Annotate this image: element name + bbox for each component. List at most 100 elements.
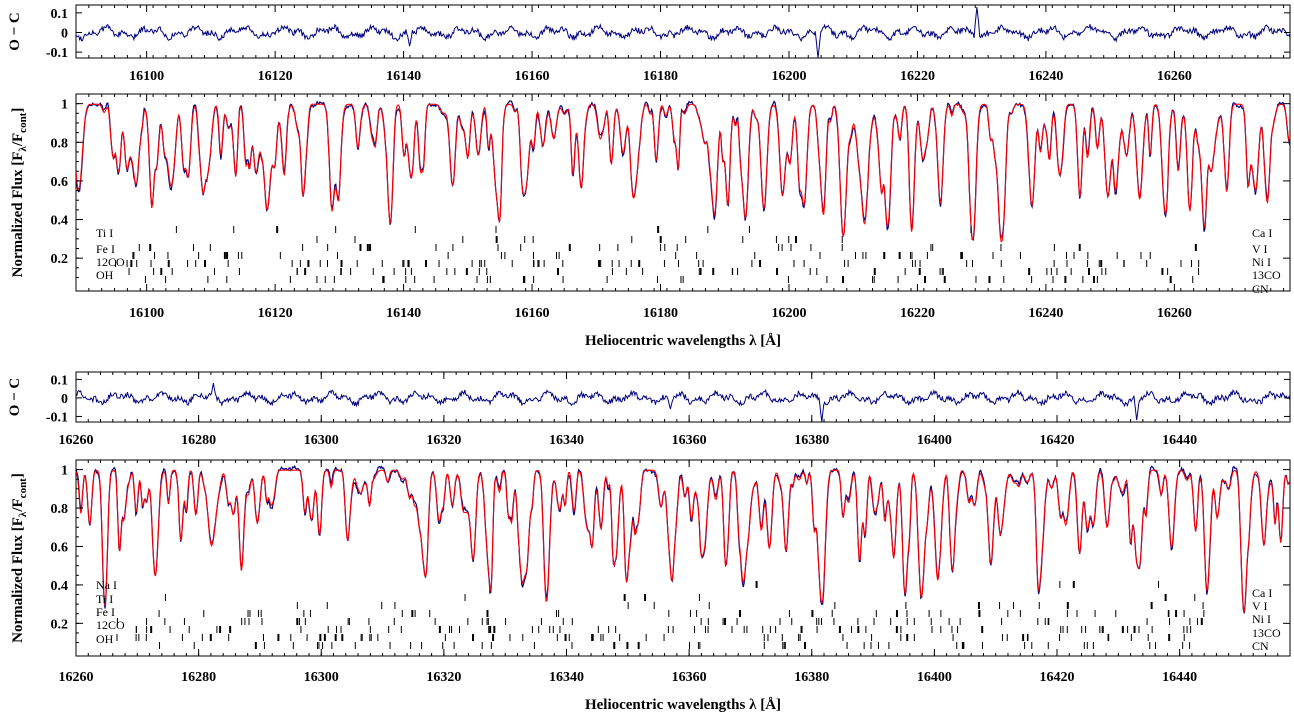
flux-ytick-label: 0.2: [51, 617, 69, 632]
flux-ytick-label: 1: [61, 464, 68, 479]
flux-ytick-label: 0.6: [51, 175, 69, 190]
residual-ytick-label: -0.1: [46, 46, 68, 61]
flux-xtick-label: 16280: [181, 670, 216, 685]
flux-ylabel-part: cont: [17, 478, 29, 499]
residual-ytick-label: 0.1: [51, 7, 69, 22]
residual-xtick-label: 16200: [771, 69, 806, 84]
species-label-right: Ni I: [1252, 612, 1271, 626]
species-label-right: V I: [1252, 599, 1267, 613]
species-label-right: 13CO: [1252, 626, 1281, 640]
flux-xtick-label: 16300: [304, 670, 339, 685]
flux-ylabel-part: Normalized Flux [F: [10, 152, 26, 278]
residual-xtick-label: 16300: [304, 433, 339, 448]
model-spectrum-line: [76, 469, 1290, 613]
residual-xtick-label: 16180: [643, 69, 678, 84]
species-label-left: Ti I: [96, 226, 113, 240]
residual-xtick-label: 16400: [917, 433, 952, 448]
flux-ytick-label: 0.8: [51, 136, 69, 151]
residual-frame: [75, 4, 1291, 59]
species-label-right: 13CO: [1252, 268, 1281, 282]
model-spectrum-line: [76, 103, 1290, 243]
residual-ylabel: O − C: [7, 378, 23, 417]
flux-ylabel: Normalized Flux [Fλ/Fcont]: [10, 473, 29, 643]
species-label-left: 12CO: [96, 255, 125, 269]
x-axis-label: Heliocentric wavelengths λ [Å]: [585, 333, 781, 349]
flux-xtick-label: 16420: [1040, 670, 1075, 685]
chart-panel-top: -0.1 0 0.1 O − C 0.2 0.4 0.6 0.8 1 Normalized Flu…: [7, 4, 1291, 349]
flux-xtick-label: 16400: [917, 670, 952, 685]
residual-series-line: [76, 383, 1290, 422]
flux-ytick-label: 0.4: [51, 214, 69, 229]
residual-xtick-label: 16380: [794, 433, 829, 448]
residual-series-line: [76, 6, 1290, 58]
residual-panel: -0.1 0 0.1 O − C: [7, 4, 1291, 61]
residual-xtick-label: 16360: [672, 433, 707, 448]
flux-xtick-label: 16380: [794, 670, 829, 685]
residual-xtick-label: 16120: [258, 69, 293, 84]
residual-xtick-label: 16140: [386, 69, 421, 84]
flux-xtick-label: 16200: [771, 306, 806, 321]
flux-xtick-label: 16440: [1162, 670, 1197, 685]
flux-ylabel-part: ]: [10, 473, 26, 478]
residual-xtick-label: 16280: [181, 433, 216, 448]
flux-frame: [75, 93, 1291, 292]
species-label-right: Ca I: [1252, 226, 1272, 240]
flux-xtick-label: 16180: [643, 306, 678, 321]
residual-ytick-label: 0.1: [51, 373, 69, 388]
flux-xtick-label: 16100: [129, 306, 164, 321]
species-label-left: Ti I: [96, 592, 113, 606]
flux-ylabel-part: /F: [10, 498, 26, 512]
residual-xtick-label: 16260: [59, 433, 94, 448]
flux-xtick-label: 16140: [386, 306, 421, 321]
x-axis-label: Heliocentric wavelengths λ [Å]: [585, 697, 781, 713]
species-label-right: CN: [1252, 282, 1269, 296]
species-label-left: Fe I: [96, 242, 115, 256]
species-label-right: V I: [1252, 242, 1267, 256]
flux-xtick-label: 16160: [515, 306, 550, 321]
flux-ytick-label: 0.6: [51, 540, 69, 555]
flux-ytick-label: 0.4: [51, 579, 69, 594]
residual-xtick-label: 16220: [900, 69, 935, 84]
residual-ytick-label: -0.1: [46, 410, 68, 425]
flux-ylabel-part: Normalized Flux [F: [10, 517, 26, 643]
residual-xtick-label: 16260: [1157, 69, 1192, 84]
residual-xtick-label: 16320: [426, 433, 461, 448]
residual-xtick-label: 16440: [1162, 433, 1197, 448]
residual-xtick-label: 16160: [515, 69, 550, 84]
flux-xtick-label: 16260: [59, 670, 94, 685]
observed-spectrum-line: [76, 100, 1290, 241]
flux-xtick-label: 16220: [900, 306, 935, 321]
species-label-right: Ca I: [1252, 586, 1272, 600]
flux-xtick-label: 16360: [672, 670, 707, 685]
flux-frame: [75, 459, 1291, 657]
species-label-left: 12CO: [96, 618, 125, 632]
flux-ylabel-part: λ: [17, 146, 29, 152]
flux-xtick-label: 16260: [1157, 306, 1192, 321]
flux-xtick-label: 16320: [426, 670, 461, 685]
residual-panel: -0.1 0 0.1 O − C: [7, 371, 1291, 425]
flux-ylabel: Normalized Flux [Fλ/Fcont]: [10, 108, 29, 278]
flux-ytick-label: 0.8: [51, 502, 69, 517]
flux-xtick-label: 16340: [549, 670, 584, 685]
residual-xtick-label: 16240: [1028, 69, 1063, 84]
residual-xtick-label: 16340: [549, 433, 584, 448]
flux-ylabel-part: λ: [17, 511, 29, 517]
species-label-left: OH: [96, 268, 114, 282]
residual-frame: [75, 371, 1291, 423]
species-label-right: Ni I: [1252, 255, 1271, 269]
flux-xtick-label: 16240: [1028, 306, 1063, 321]
residual-ytick-label: 0: [61, 392, 68, 407]
species-label-right: CN: [1252, 639, 1269, 653]
species-label-left: Fe I: [96, 605, 115, 619]
residual-xtick-label: 16420: [1040, 433, 1075, 448]
flux-ytick-label: 0.2: [51, 252, 69, 267]
flux-ylabel-part: ]: [10, 108, 26, 113]
species-label-left: OH: [96, 632, 114, 646]
species-label-left: Na I: [96, 578, 117, 592]
residual-ytick-label: 0: [61, 26, 68, 41]
flux-panel: 0.2 0.4 0.6 0.8 1 Normalized Flux [Fλ/Fcont] T…: [10, 93, 1291, 296]
flux-ylabel-part: cont: [17, 112, 29, 133]
flux-ylabel-part: /F: [10, 133, 26, 147]
